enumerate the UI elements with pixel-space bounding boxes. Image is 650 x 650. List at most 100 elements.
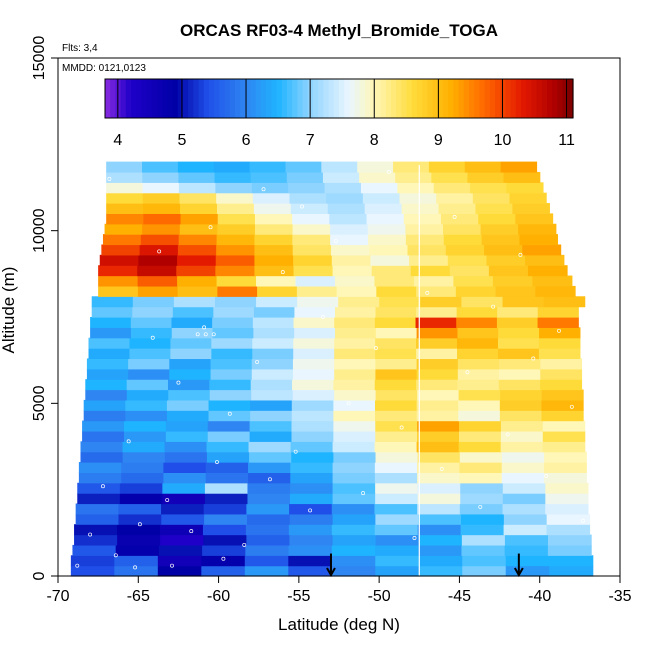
heatmap-cell xyxy=(418,555,463,567)
sample-point xyxy=(133,565,138,570)
heatmap-cell xyxy=(506,182,544,194)
sample-point xyxy=(478,504,483,509)
heatmap-cell xyxy=(257,285,298,297)
heatmap-cell xyxy=(334,327,377,339)
x-axis-label: Latitude (deg N) xyxy=(278,615,400,634)
colorbar-segment xyxy=(224,79,231,118)
colorbar-segment xyxy=(162,79,168,118)
heatmap-cell xyxy=(171,317,213,328)
heatmap-cell xyxy=(250,399,293,411)
heatmap-cell xyxy=(215,254,256,266)
heatmap-cell xyxy=(405,223,444,235)
heatmap-cell xyxy=(495,285,536,297)
colorbar-segment xyxy=(339,79,345,118)
heatmap-cell xyxy=(475,203,514,214)
heatmap-cell xyxy=(130,317,173,328)
heatmap-cell xyxy=(497,337,540,349)
colorbar-segment xyxy=(547,79,553,118)
heatmap-cell xyxy=(249,430,293,442)
colorbar-background xyxy=(61,66,241,82)
heatmap-cell xyxy=(292,358,335,370)
colorbar-segment xyxy=(479,79,486,118)
heatmap-cell xyxy=(167,379,210,391)
heatmap-cell xyxy=(290,203,329,214)
heatmap-cell xyxy=(162,482,206,494)
heatmap-cell xyxy=(106,182,144,194)
heatmap-cell xyxy=(542,420,586,432)
heatmap-cell xyxy=(371,265,412,277)
heatmap-cell xyxy=(324,182,362,194)
heatmap-cell xyxy=(418,534,463,546)
heatmap-cell xyxy=(246,513,291,525)
heatmap-cell xyxy=(462,565,507,577)
colorbar-segment xyxy=(536,79,543,118)
heatmap-cell xyxy=(417,503,461,515)
heatmap-cell xyxy=(78,462,122,473)
colorbar-segment xyxy=(307,79,314,118)
heatmap-cell xyxy=(405,234,445,246)
sample-point xyxy=(346,401,351,406)
heatmap-cell xyxy=(326,192,364,204)
heatmap-cell xyxy=(251,368,294,380)
heatmap-cell xyxy=(166,410,210,422)
sample-point xyxy=(333,239,338,243)
heatmap-cell xyxy=(247,482,291,494)
heatmap-cell xyxy=(206,451,250,463)
heatmap-cell xyxy=(458,441,502,453)
heatmap-cell xyxy=(217,213,256,225)
heatmap-cell xyxy=(416,337,458,349)
heatmap-cell xyxy=(291,420,334,432)
x-tick-label: -65 xyxy=(127,588,150,605)
heatmap-cell xyxy=(252,348,294,360)
heatmap-cell xyxy=(409,254,449,266)
heatmap-cell xyxy=(291,451,334,463)
heatmap-cell xyxy=(122,451,166,463)
heatmap-cell xyxy=(204,482,249,494)
heatmap-cell xyxy=(106,213,144,225)
sample-point xyxy=(176,380,181,385)
heatmap-cell xyxy=(70,565,115,577)
heatmap-cell xyxy=(85,389,128,401)
heatmap-cell xyxy=(397,182,435,194)
heatmap-cell xyxy=(417,472,461,484)
heatmap-cell xyxy=(288,565,333,577)
heatmap-cell xyxy=(132,296,175,308)
heatmap-cell xyxy=(443,234,483,246)
heatmap-cell xyxy=(360,182,398,194)
heatmap-cell xyxy=(119,482,163,494)
heatmap-cell xyxy=(163,462,207,473)
heatmap-cell xyxy=(330,244,370,256)
heatmap-cell xyxy=(90,327,132,339)
heatmap-cell xyxy=(374,379,417,391)
heatmap-cell xyxy=(163,472,207,484)
colorbar-segment xyxy=(328,79,335,118)
heatmap-cell xyxy=(205,472,249,484)
heatmap-cell xyxy=(413,275,454,287)
heatmap-cell xyxy=(540,368,583,380)
heatmap-cell xyxy=(549,555,594,567)
heatmap-cell xyxy=(251,182,289,194)
colorbar-segment xyxy=(250,79,257,118)
heatmap-cell xyxy=(204,513,248,525)
y-tick-label: 15000 xyxy=(31,36,48,81)
x-tick-label: -40 xyxy=(528,588,551,605)
sample-point xyxy=(373,346,378,351)
heatmap-cell xyxy=(393,161,430,173)
heatmap-cell xyxy=(295,275,336,287)
heatmap-cell xyxy=(457,368,500,380)
heatmap-cell xyxy=(538,337,581,349)
heatmap-cell xyxy=(332,462,376,473)
heatmap-cell xyxy=(375,482,419,494)
heatmap-cell xyxy=(334,275,376,287)
heatmap-cell xyxy=(500,161,538,173)
sample-point xyxy=(208,225,213,230)
heatmap-cell xyxy=(250,410,293,422)
sample-point xyxy=(75,563,80,568)
heatmap-cells xyxy=(70,161,594,577)
heatmap-cell xyxy=(82,430,125,442)
heatmap-cell xyxy=(161,513,205,525)
heatmap-cell xyxy=(374,472,418,484)
sample-point xyxy=(157,249,162,254)
colorbar-segment xyxy=(287,79,293,118)
heatmap-cell xyxy=(334,389,377,401)
